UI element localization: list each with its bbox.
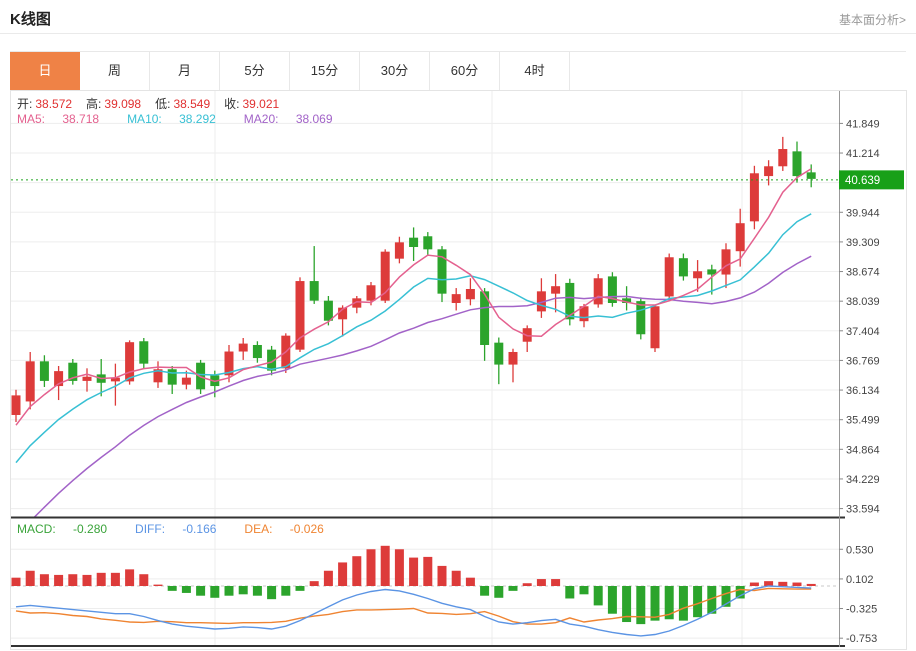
high-label: 高:: [86, 97, 102, 111]
high-value: 39.098: [104, 97, 142, 111]
svg-text:39.309: 39.309: [846, 237, 880, 249]
ma-readout: MA5: 38.718 MA10: 38.292 MA20: 38.069: [17, 112, 361, 126]
svg-text:33.594: 33.594: [846, 504, 880, 516]
ma5-readout: MA5: 38.718: [17, 112, 100, 126]
interval-tab-bar: 日周月 5分 15分 30分 60分 4时: [10, 51, 906, 91]
svg-text:41.214: 41.214: [846, 148, 880, 160]
tab-15min[interactable]: 15分: [290, 52, 360, 90]
ma20-readout: MA20: 38.069: [243, 112, 333, 126]
page-title: K线图: [10, 11, 51, 28]
svg-text:41.849: 41.849: [846, 118, 880, 130]
svg-text:38.039: 38.039: [846, 296, 880, 308]
open-value: 38.572: [35, 97, 73, 111]
tab-day[interactable]: 日: [10, 52, 80, 90]
ohlc-readout: 开: 38.572 高: 39.098 低: 38.549 收: 39.021: [17, 95, 293, 112]
kline-chart-canvas[interactable]: 41.84941.21440.57939.94439.30938.67438.0…: [11, 91, 904, 647]
title-divider: [0, 33, 916, 34]
tab-5min[interactable]: 5分: [220, 52, 290, 90]
svg-text:39.944: 39.944: [846, 207, 880, 219]
macd-readout: MACD: -0.280 DIFF: -0.166 DEA: -0.026: [17, 522, 352, 536]
low-value: 38.549: [173, 97, 211, 111]
svg-text:-0.753: -0.753: [846, 633, 877, 645]
ma10-readout: MA10: 38.292: [127, 112, 216, 126]
svg-text:35.499: 35.499: [846, 415, 880, 427]
svg-text:34.864: 34.864: [846, 444, 880, 456]
svg-text:36.134: 36.134: [846, 385, 880, 397]
close-value: 39.021: [242, 97, 280, 111]
svg-text:38.674: 38.674: [846, 267, 880, 279]
tab-month[interactable]: 月: [150, 52, 220, 90]
macd-value: MACD: -0.280: [17, 522, 108, 536]
svg-text:36.769: 36.769: [846, 355, 880, 367]
tab-week[interactable]: 周: [80, 52, 150, 90]
low-label: 低:: [155, 97, 171, 111]
open-label: 开:: [17, 97, 33, 111]
fundamental-analysis-link[interactable]: 基本面分析>: [838, 13, 906, 27]
kline-chart-container[interactable]: 41.84941.21440.57939.94439.30938.67438.0…: [10, 90, 907, 650]
diff-value: DIFF: -0.166: [135, 522, 217, 536]
svg-text:37.404: 37.404: [846, 326, 880, 338]
tab-60min[interactable]: 60分: [430, 52, 500, 90]
tab-30min[interactable]: 30分: [360, 52, 430, 90]
close-label: 收:: [224, 97, 240, 111]
svg-text:0.530: 0.530: [846, 544, 874, 556]
current-price-badge: 40.639: [845, 175, 880, 187]
svg-text:-0.325: -0.325: [846, 604, 877, 616]
tab-4hour[interactable]: 4时: [500, 52, 570, 90]
dea-value: DEA: -0.026: [244, 522, 324, 536]
svg-text:0.102: 0.102: [846, 574, 874, 586]
svg-text:34.229: 34.229: [846, 474, 880, 486]
